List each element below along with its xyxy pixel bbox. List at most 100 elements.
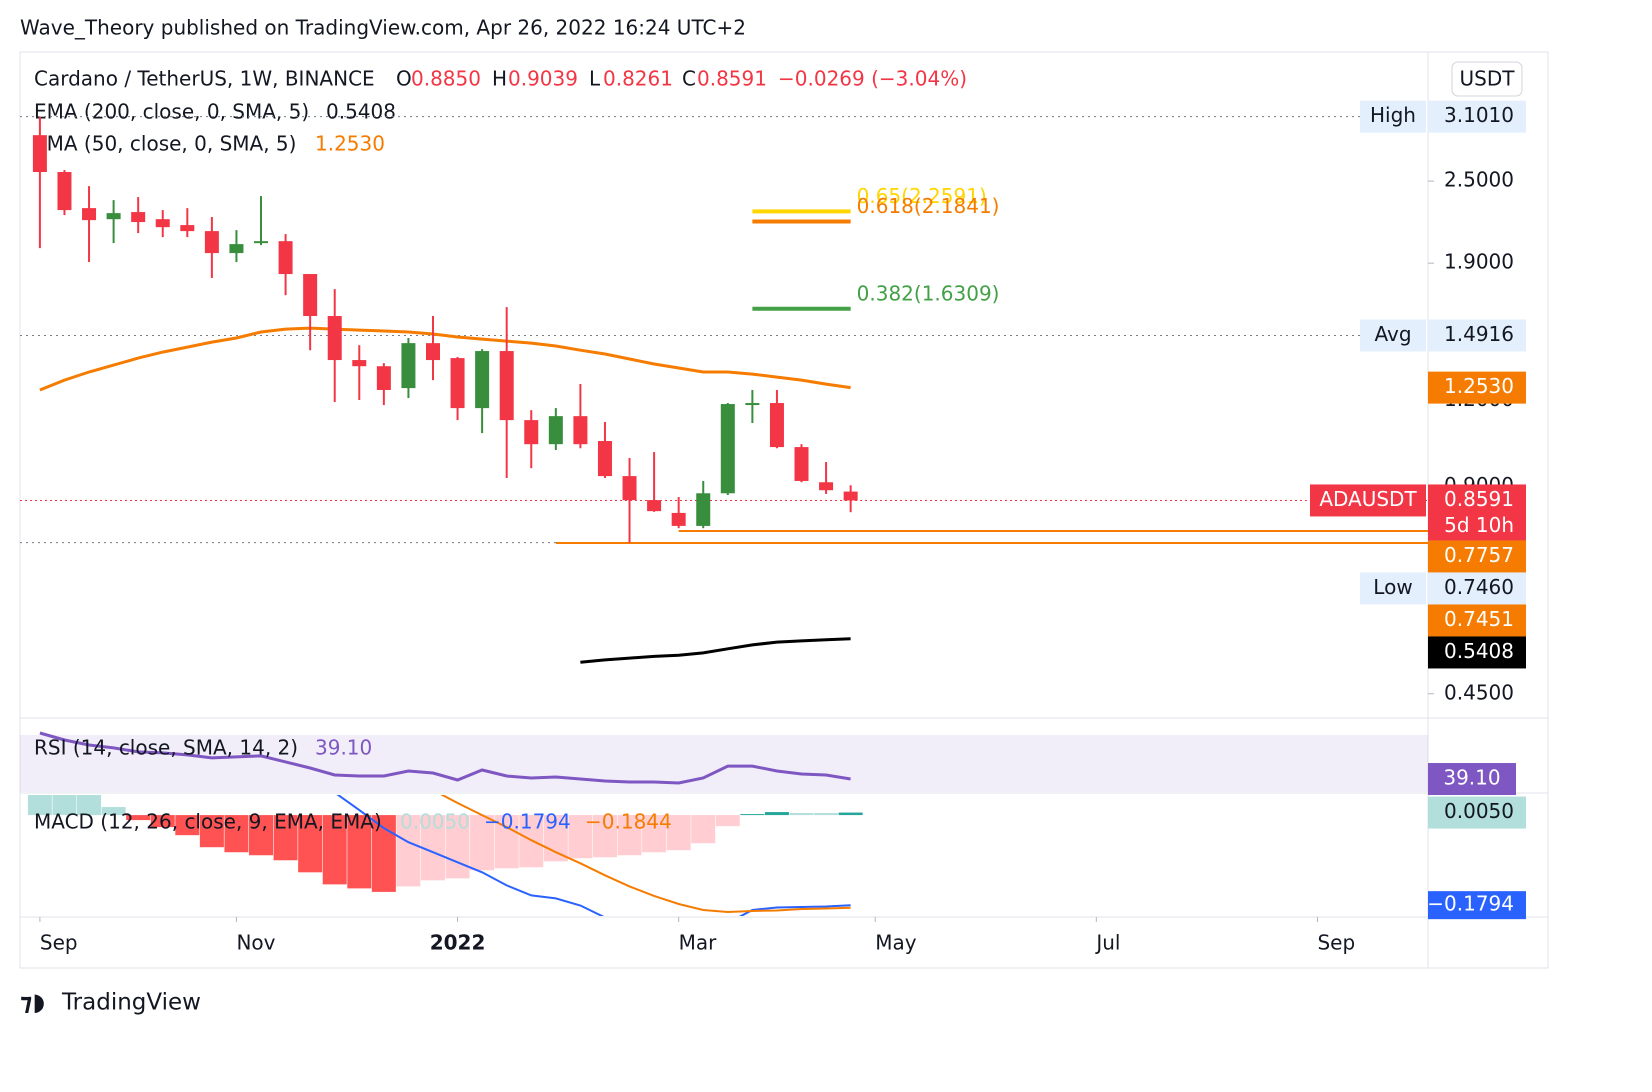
- candle-body: [327, 316, 342, 361]
- macd-label-box: [1428, 796, 1526, 829]
- price-tag: ADAUSDT: [1319, 487, 1417, 511]
- candle-body: [254, 241, 269, 244]
- ohlc-key: C: [682, 67, 696, 91]
- change: −0.0269 (−3.04%): [778, 67, 967, 91]
- macd-label: 0.0050: [1444, 799, 1514, 823]
- price-label: 3.1010: [1444, 103, 1514, 127]
- macd-label: −0.1794: [1427, 892, 1514, 916]
- price-label: 0.5408: [1444, 639, 1514, 663]
- histogram-bar: [249, 815, 274, 856]
- price-label-box: [1428, 100, 1526, 133]
- candle-body: [647, 500, 662, 512]
- y-tick-label: 0.4500: [1444, 680, 1514, 704]
- candle-body: [82, 208, 97, 221]
- macd-label-box: [1428, 891, 1526, 920]
- rsi-label-box: [1428, 763, 1516, 796]
- price-label-box: [1428, 319, 1526, 352]
- candle-body: [57, 172, 72, 211]
- histogram-bar: [175, 815, 200, 836]
- histogram-bar: [617, 815, 642, 856]
- candle-body: [769, 403, 784, 448]
- histogram-bar: [52, 795, 77, 816]
- indicator-name: RSI (14, close, SMA, 14, 2): [34, 736, 298, 760]
- x-tick-label: Sep: [40, 931, 78, 955]
- price-label-box: [1428, 484, 1526, 541]
- histogram-bar: [150, 815, 175, 828]
- histogram-bar: [789, 813, 814, 816]
- candle-body: [499, 351, 514, 421]
- symbol: Cardano / TetherUS, 1W, BINANCE: [34, 67, 375, 91]
- publish-info: Wave_Theory published on TradingView.com…: [20, 16, 746, 40]
- histogram-bar: [740, 814, 765, 816]
- ohlc-value: 0.8591: [697, 67, 767, 91]
- price-pane: [20, 116, 1428, 664]
- indicator-value: −0.1844: [585, 810, 672, 834]
- legend: Cardano / TetherUS, 1W, BINANCE O 0.8850…: [34, 67, 967, 156]
- indicator-name: EMA (50, close, 0, SMA, 5): [34, 132, 296, 156]
- price-label-box: [1428, 371, 1526, 404]
- y-tick-label: 1.9000: [1444, 250, 1514, 274]
- frame: [19, 51, 1549, 969]
- candle-body: [401, 343, 416, 389]
- histogram-bar: [642, 815, 667, 853]
- y-tick-label: 2.5000: [1444, 168, 1514, 192]
- histogram-bar: [322, 815, 347, 885]
- histogram-bar: [224, 815, 249, 853]
- candle-body: [843, 491, 858, 501]
- currency-button[interactable]: [1451, 61, 1523, 97]
- candle-body: [524, 420, 539, 445]
- histogram-bar: [838, 812, 863, 816]
- candle-body: [745, 403, 760, 406]
- fib-label: 0.382(1.6309): [857, 281, 1000, 305]
- indicator-line: [39, 326, 851, 392]
- price-tag-box: [1360, 572, 1426, 605]
- price-tag-box: [1310, 484, 1426, 517]
- x-tick-label: Nov: [236, 931, 275, 955]
- ohlc-value: 0.8261: [603, 67, 673, 91]
- price-label-box: [1428, 604, 1526, 637]
- indicator-value: 1.2530: [315, 132, 385, 156]
- ohlc-key: L: [589, 67, 601, 91]
- histogram-bar: [27, 795, 52, 816]
- candle-body: [131, 212, 146, 223]
- histogram-bar: [77, 795, 102, 816]
- histogram-bar: [691, 815, 716, 844]
- logo-mark: ⁊◗: [20, 988, 45, 1016]
- candle-body: [475, 351, 490, 409]
- histogram-bar: [347, 815, 372, 889]
- currency[interactable]: USDT: [1460, 67, 1516, 91]
- candle-body: [303, 274, 318, 317]
- histogram-bar: [543, 815, 568, 862]
- price-tag-box: [1360, 319, 1426, 352]
- indicator-value: 39.10: [315, 736, 372, 760]
- histogram-bar: [470, 815, 495, 871]
- indicator-name: EMA (200, close, 0, SMA, 5): [34, 100, 309, 124]
- x-tick-label: 2022: [430, 931, 486, 955]
- histogram-bar: [273, 815, 298, 861]
- price-tag: Low: [1373, 575, 1412, 599]
- histogram-bar: [814, 813, 839, 816]
- price-label-box: [1428, 540, 1526, 573]
- indicator-value: 0.0050: [400, 810, 470, 834]
- candle-body: [671, 512, 686, 526]
- price-label: 1.2530: [1444, 374, 1514, 398]
- price-label-box: [1428, 572, 1526, 605]
- indicator-line: [580, 637, 851, 664]
- candle-body: [180, 225, 195, 232]
- candle-body: [720, 404, 735, 494]
- candle-body: [204, 231, 219, 254]
- candle-body: [376, 366, 391, 391]
- histogram-bar: [568, 815, 593, 859]
- histogram-bar: [666, 815, 691, 851]
- histogram-bar: [420, 815, 445, 881]
- price-tag-box: [1360, 100, 1426, 133]
- candle-body: [155, 219, 170, 228]
- macd-pane: [27, 795, 863, 916]
- rsi-pane: [20, 731, 1428, 792]
- fib-label: 0.618(2.1841): [857, 194, 1000, 218]
- histogram-bar: [101, 807, 126, 816]
- fib-label: 0.65(2.2591): [857, 184, 987, 208]
- histogram-bar: [298, 815, 323, 873]
